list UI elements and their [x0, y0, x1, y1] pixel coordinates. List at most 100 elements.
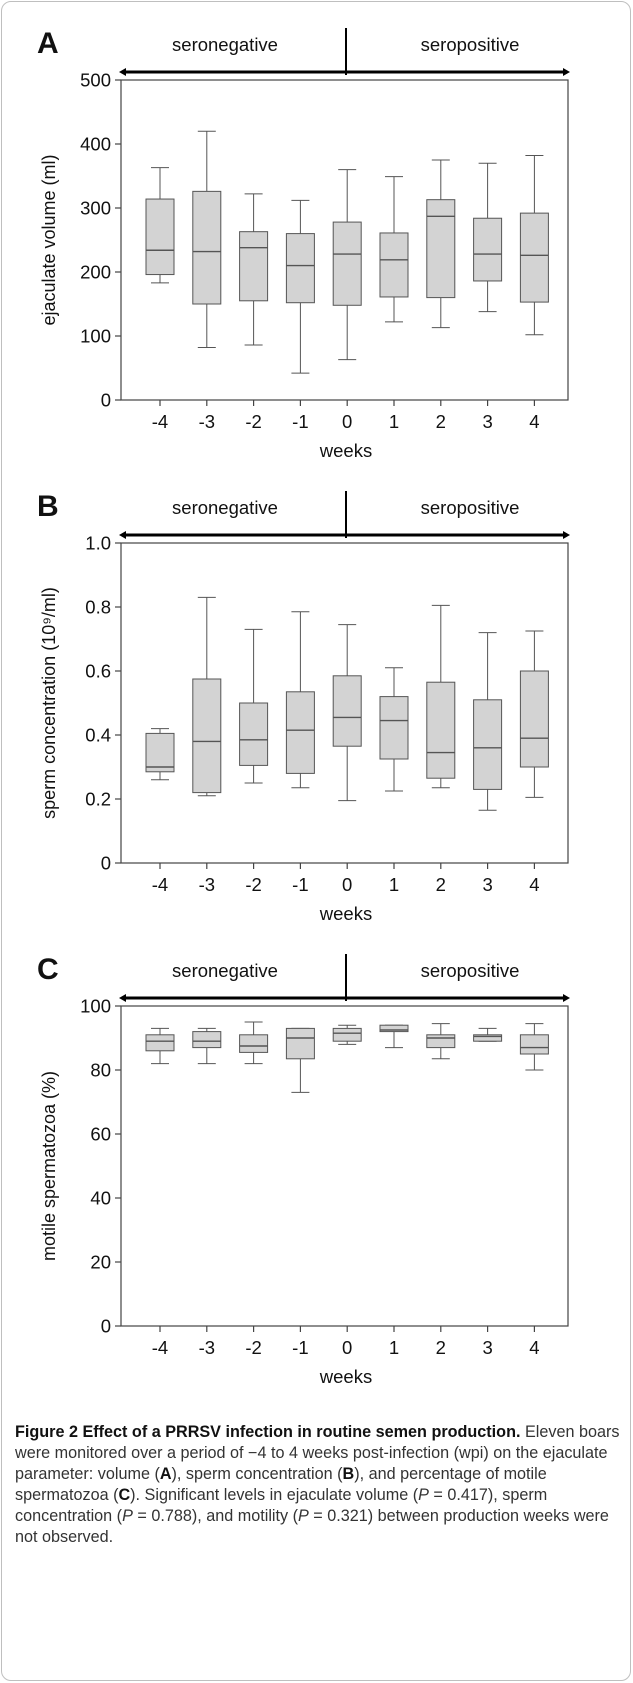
period-label-seronegative: seronegative	[172, 960, 278, 981]
x-tick-label: 3	[482, 1337, 492, 1358]
y-tick-label: 0	[101, 853, 111, 874]
caption-text: ). Significant levels in ejaculate volum…	[130, 1486, 419, 1504]
box	[332, 675, 362, 747]
x-tick-label: -4	[152, 411, 168, 432]
box	[473, 1034, 503, 1042]
y-tick-label: 0.6	[85, 661, 111, 682]
y-tick-label: 60	[90, 1124, 111, 1145]
y-tick-label: 300	[80, 198, 111, 219]
period-label-seronegative: seronegative	[172, 34, 278, 55]
box	[519, 670, 549, 768]
y-axis-label: motile spermatozoa (%)	[39, 1071, 59, 1261]
p-value-symbol: P	[122, 1507, 133, 1525]
box	[192, 1031, 222, 1049]
timeline-arrow-right	[563, 531, 570, 539]
box	[145, 198, 175, 276]
x-tick-label: -1	[292, 411, 308, 432]
caption-text: ), and percentage of motile spermatozoa …	[15, 1465, 547, 1504]
box	[426, 1034, 456, 1049]
box	[379, 1024, 409, 1033]
caption-text: = 0.321) between production weeks were n…	[15, 1507, 609, 1546]
x-tick-label: 4	[529, 1337, 539, 1358]
y-tick-label: 0.4	[85, 725, 111, 746]
caption-text: Eleven boars were monitored over a perio…	[15, 1423, 620, 1483]
box	[192, 190, 222, 305]
plot-area	[120, 79, 569, 401]
caption-label-c: C	[118, 1486, 131, 1504]
box	[332, 1027, 362, 1042]
p-value-symbol: P	[298, 1507, 309, 1525]
y-axis-label: sperm concentration (10⁹/ml)	[39, 587, 59, 819]
y-tick-label: 400	[80, 134, 111, 155]
box	[239, 1034, 269, 1053]
x-tick-label: 1	[389, 874, 399, 895]
y-tick-label: 100	[80, 326, 111, 347]
y-tick-label: 40	[90, 1188, 111, 1209]
caption-text: = 0.788), and motility (	[132, 1507, 298, 1525]
timeline-arrow-right	[563, 994, 570, 1002]
x-tick-label: 0	[342, 1337, 352, 1358]
x-tick-label: 0	[342, 874, 352, 895]
box	[285, 691, 315, 774]
caption-text: ), sperm concentration (	[171, 1465, 343, 1483]
box	[379, 232, 409, 298]
x-tick-label: 3	[482, 411, 492, 432]
box	[285, 233, 315, 304]
box	[285, 1027, 315, 1060]
box	[519, 1034, 549, 1055]
caption-title: Figure 2 Effect of a PRRSV infection in …	[15, 1423, 521, 1441]
y-tick-label: 80	[90, 1060, 111, 1081]
y-tick-label: 0.8	[85, 597, 111, 618]
x-tick-label: -1	[292, 874, 308, 895]
box	[473, 217, 503, 282]
timeline-arrow-left	[119, 68, 126, 76]
box	[192, 678, 222, 794]
box	[519, 212, 549, 303]
p-value-symbol: P	[418, 1486, 429, 1504]
x-axis-label: weeks	[319, 1366, 372, 1387]
x-tick-label: -2	[245, 874, 261, 895]
period-label-seropositive: seropositive	[421, 960, 520, 981]
box	[332, 221, 362, 306]
panel-label: A	[37, 27, 59, 60]
panel-label: C	[37, 953, 59, 986]
panel-label: B	[37, 490, 59, 523]
caption-label-a: A	[159, 1465, 172, 1483]
figure-caption: Figure 2 Effect of a PRRSV infection in …	[15, 1422, 621, 1548]
y-tick-label: 500	[80, 70, 111, 91]
x-axis-label: weeks	[319, 440, 372, 461]
timeline-arrow-left	[119, 531, 126, 539]
y-axis-label: ejaculate volume (ml)	[39, 154, 59, 325]
x-tick-label: -2	[245, 411, 261, 432]
x-tick-label: 1	[389, 411, 399, 432]
x-tick-label: 2	[436, 874, 446, 895]
box	[145, 732, 175, 773]
x-tick-label: -4	[152, 874, 168, 895]
x-tick-label: -2	[245, 1337, 261, 1358]
x-tick-label: 2	[436, 1337, 446, 1358]
x-tick-label: -4	[152, 1337, 168, 1358]
x-tick-label: -1	[292, 1337, 308, 1358]
x-tick-label: -3	[199, 1337, 215, 1358]
plot-area	[120, 542, 569, 864]
y-tick-label: 0	[101, 1316, 111, 1337]
caption-text: = 0.417), sperm concentration (	[15, 1486, 548, 1525]
y-tick-label: 0	[101, 390, 111, 411]
x-axis-label: weeks	[319, 903, 372, 924]
x-tick-label: 2	[436, 411, 446, 432]
box	[379, 696, 409, 760]
box	[239, 702, 269, 766]
y-tick-label: 100	[80, 996, 111, 1017]
y-tick-label: 20	[90, 1252, 111, 1273]
period-label-seropositive: seropositive	[421, 34, 520, 55]
x-tick-label: 4	[529, 874, 539, 895]
x-tick-label: -3	[199, 874, 215, 895]
caption-label-b: B	[342, 1465, 355, 1483]
timeline-arrow-left	[119, 994, 126, 1002]
timeline-arrow-right	[563, 68, 570, 76]
x-tick-label: 3	[482, 874, 492, 895]
x-tick-label: 1	[389, 1337, 399, 1358]
period-label-seronegative: seronegative	[172, 497, 278, 518]
y-tick-label: 200	[80, 262, 111, 283]
